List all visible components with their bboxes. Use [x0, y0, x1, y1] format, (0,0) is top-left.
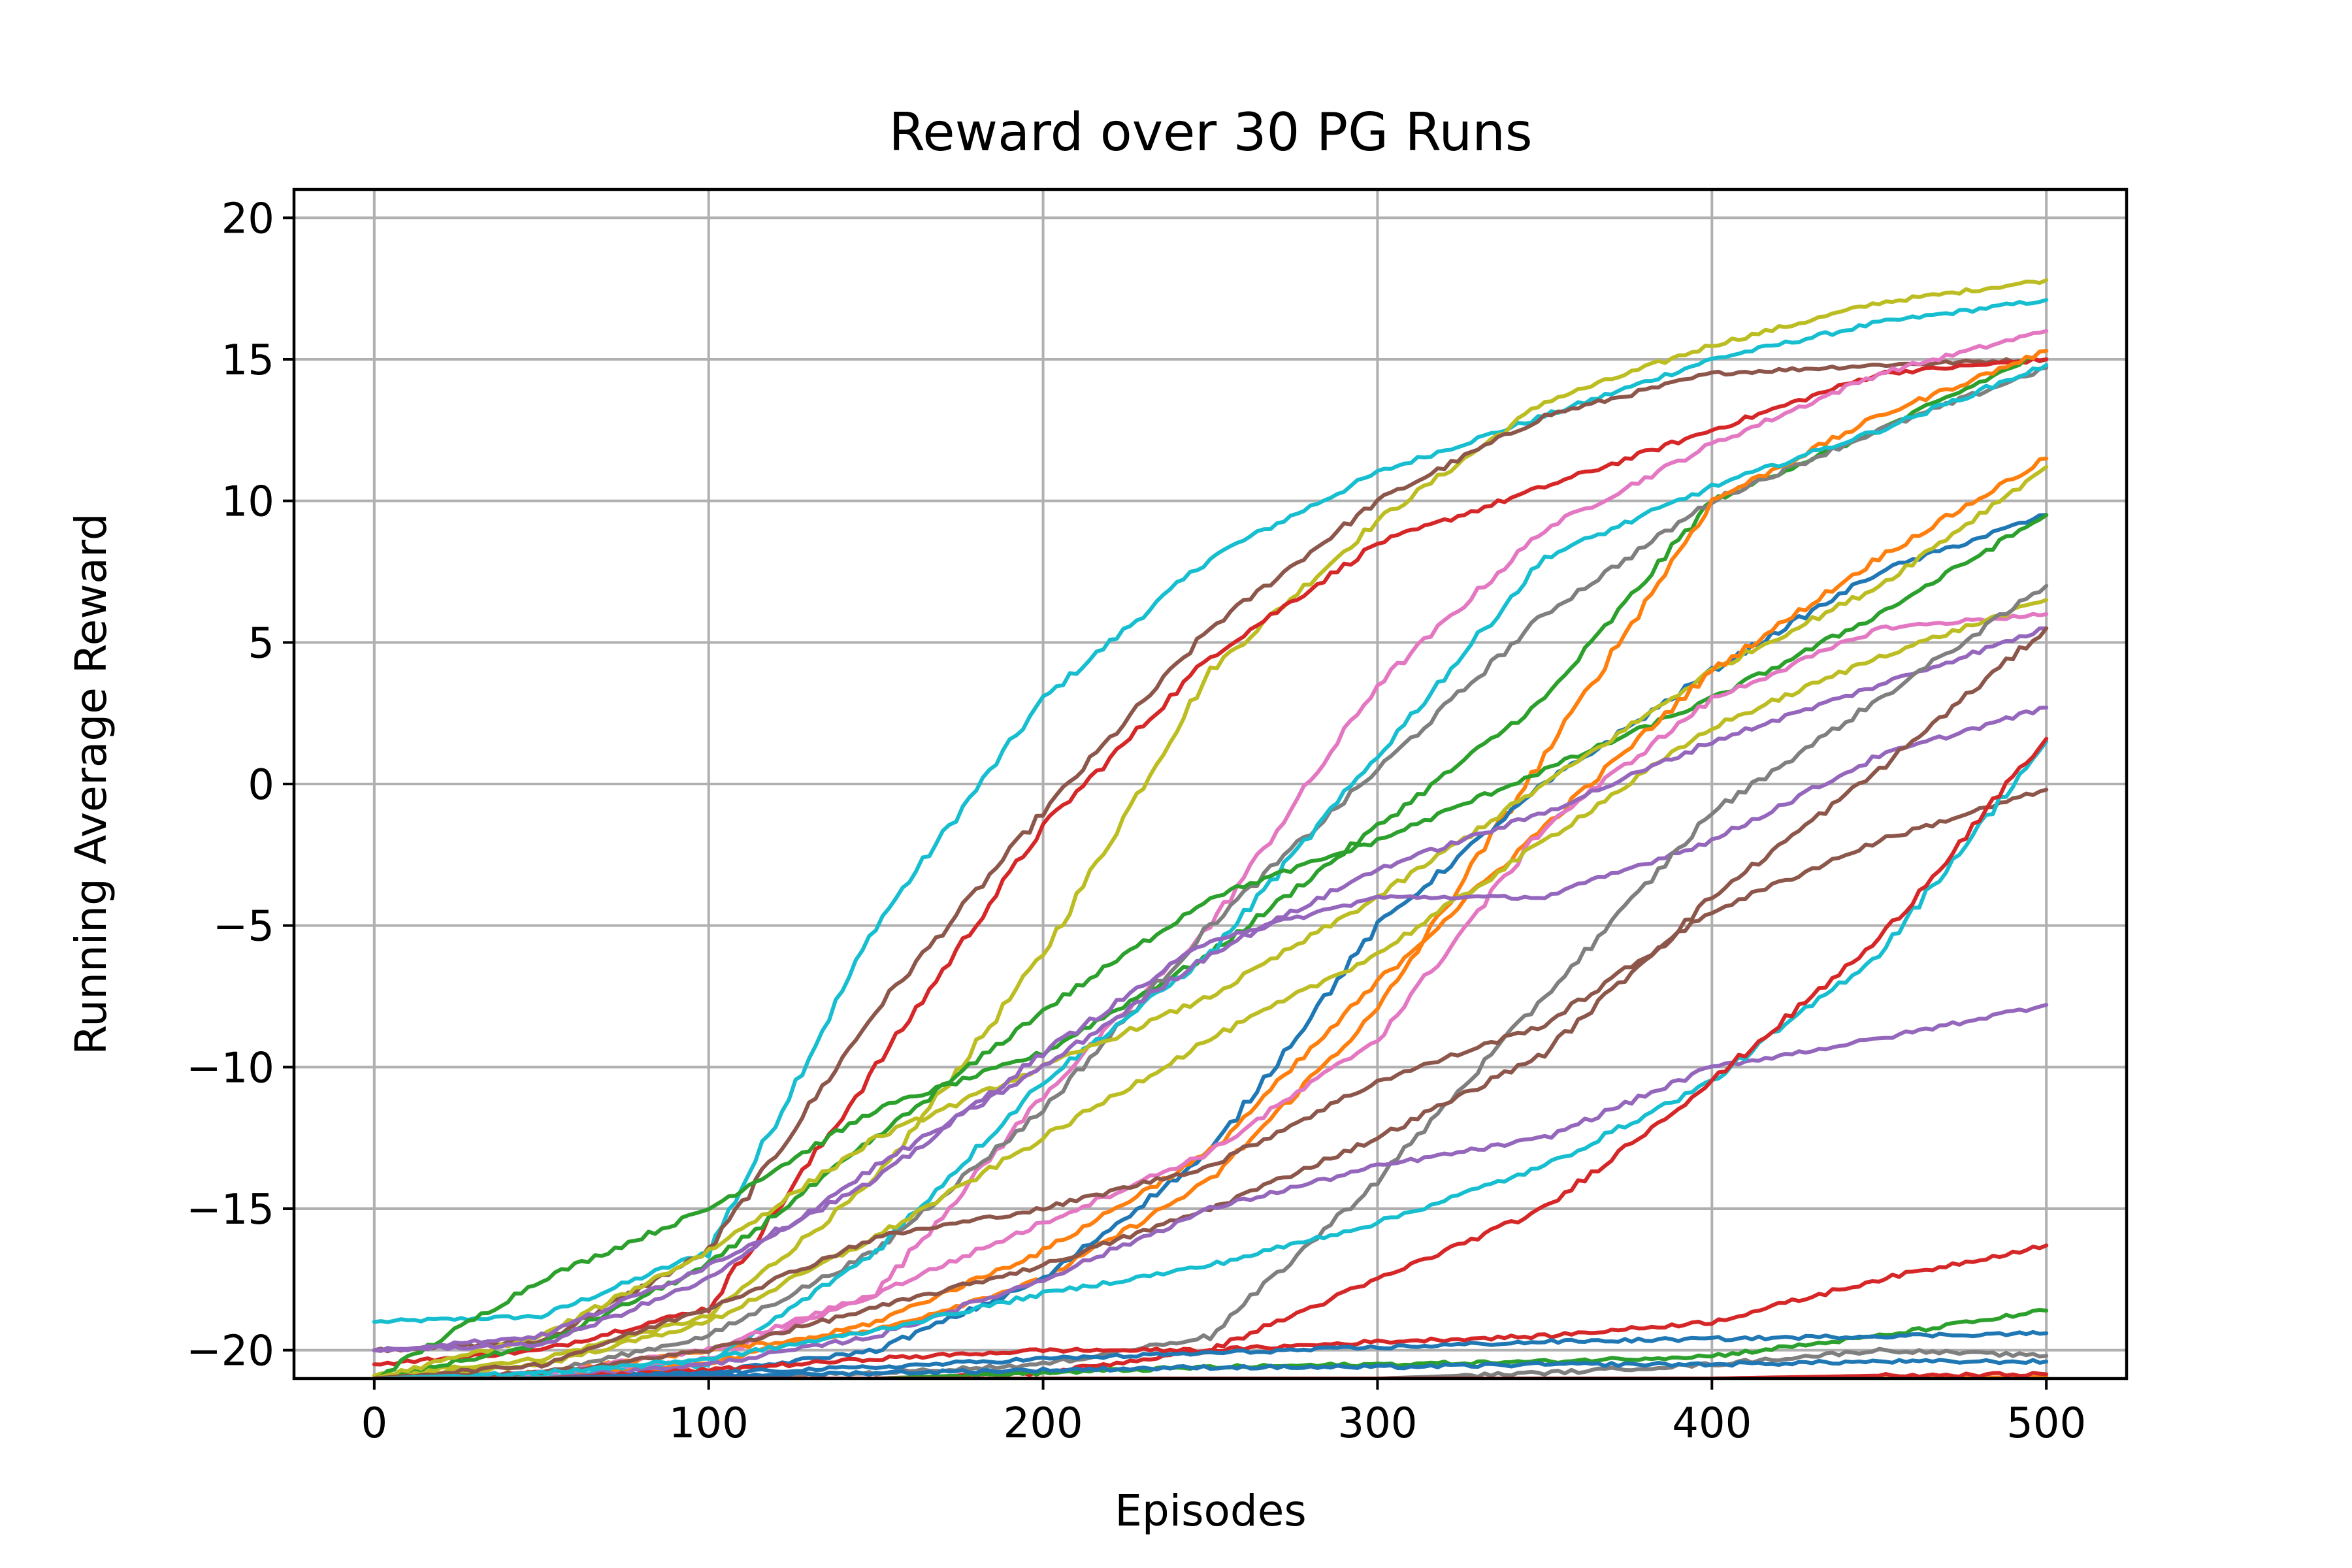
y-tick-label: −10 [186, 1044, 274, 1092]
x-tick-label: 400 [1672, 1399, 1752, 1448]
series-line-5 [372, 329, 2049, 1379]
series-line-2 [372, 278, 2049, 1378]
axis-ticks: 0 100 200 300 400 500 −20 −15 −10 −5 0 5 10 15 20 [186, 195, 2086, 1448]
series-line-25 [372, 1308, 2049, 1379]
series-line-15 [372, 598, 2049, 1379]
series-line-27 [372, 1347, 2049, 1379]
series-line-18 [372, 583, 2049, 1379]
x-axis-label: Episodes [1115, 1486, 1307, 1536]
y-tick-label: 5 [248, 619, 274, 668]
x-tick-label: 100 [669, 1399, 749, 1448]
y-tick-label: 15 [221, 336, 274, 385]
series-line-7 [372, 366, 2049, 1379]
y-axis-label: Running Average Reward [66, 513, 116, 1054]
plot-area: 0 100 200 300 400 500 −20 −15 −10 −5 0 5 10 15 20 [186, 188, 2129, 1448]
series-group [372, 278, 2049, 1379]
series-line-3 [372, 356, 2049, 1354]
series-line-1 [372, 298, 2049, 1324]
x-tick-label: 300 [1337, 1399, 1417, 1448]
series-line-26 [372, 1330, 2049, 1379]
series-line-19 [372, 787, 2049, 1379]
x-tick-label: 200 [1003, 1399, 1083, 1448]
y-tick-label: 0 [248, 761, 274, 809]
y-tick-label: 20 [221, 195, 274, 243]
series-line-12 [372, 465, 2049, 1379]
x-tick-label: 500 [2006, 1399, 2086, 1448]
y-tick-label: −20 [186, 1328, 274, 1376]
y-tick-label: −15 [186, 1186, 274, 1234]
series-line-21 [372, 1003, 2049, 1379]
series-line-20 [372, 626, 2049, 1379]
series-line-16 [372, 626, 2049, 1352]
x-tick-label: 0 [361, 1399, 387, 1448]
series-line-4 [372, 357, 2049, 1367]
series-line-17 [372, 706, 2049, 1353]
y-tick-label: 10 [221, 478, 274, 527]
chart-title: Reward over 30 PG Runs [889, 102, 1532, 163]
y-tick-label: −5 [213, 903, 274, 951]
